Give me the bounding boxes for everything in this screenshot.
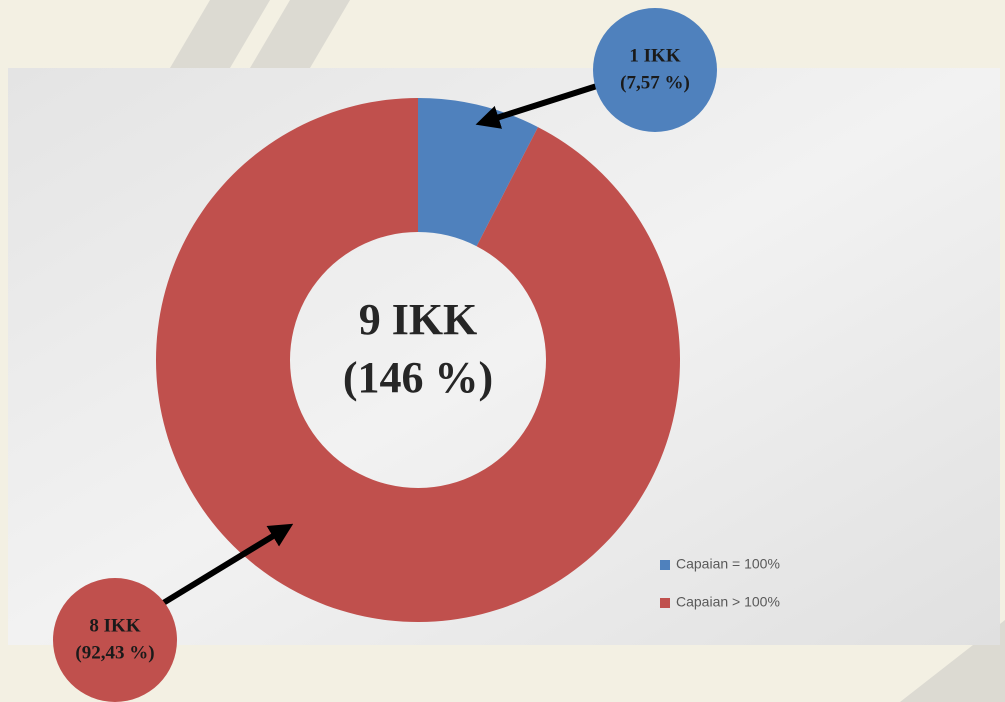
- data-label: (7,57 %): [620, 72, 690, 93]
- callout-arrow: [475, 82, 601, 129]
- callout-count: 8 IKK: [89, 615, 140, 636]
- callout-arrow: [158, 523, 294, 608]
- legend-swatch: [660, 598, 670, 608]
- callout-bubble: [53, 578, 177, 702]
- legend-swatch: [660, 560, 670, 570]
- donut-slice: [155, 98, 680, 622]
- donut-slice: [418, 98, 538, 247]
- center-label: 9 IKK: [359, 295, 478, 344]
- center-label: (146 %): [343, 353, 493, 402]
- legend-label: Capaian > 100%: [676, 594, 780, 610]
- callout-count: 1 IKK: [629, 45, 680, 66]
- legend-label: Capaian = 100%: [676, 556, 780, 572]
- data-label: (92,43 %): [75, 642, 154, 663]
- stripe: [250, 0, 350, 68]
- callout-bubble: [593, 8, 717, 132]
- stripe: [170, 0, 270, 68]
